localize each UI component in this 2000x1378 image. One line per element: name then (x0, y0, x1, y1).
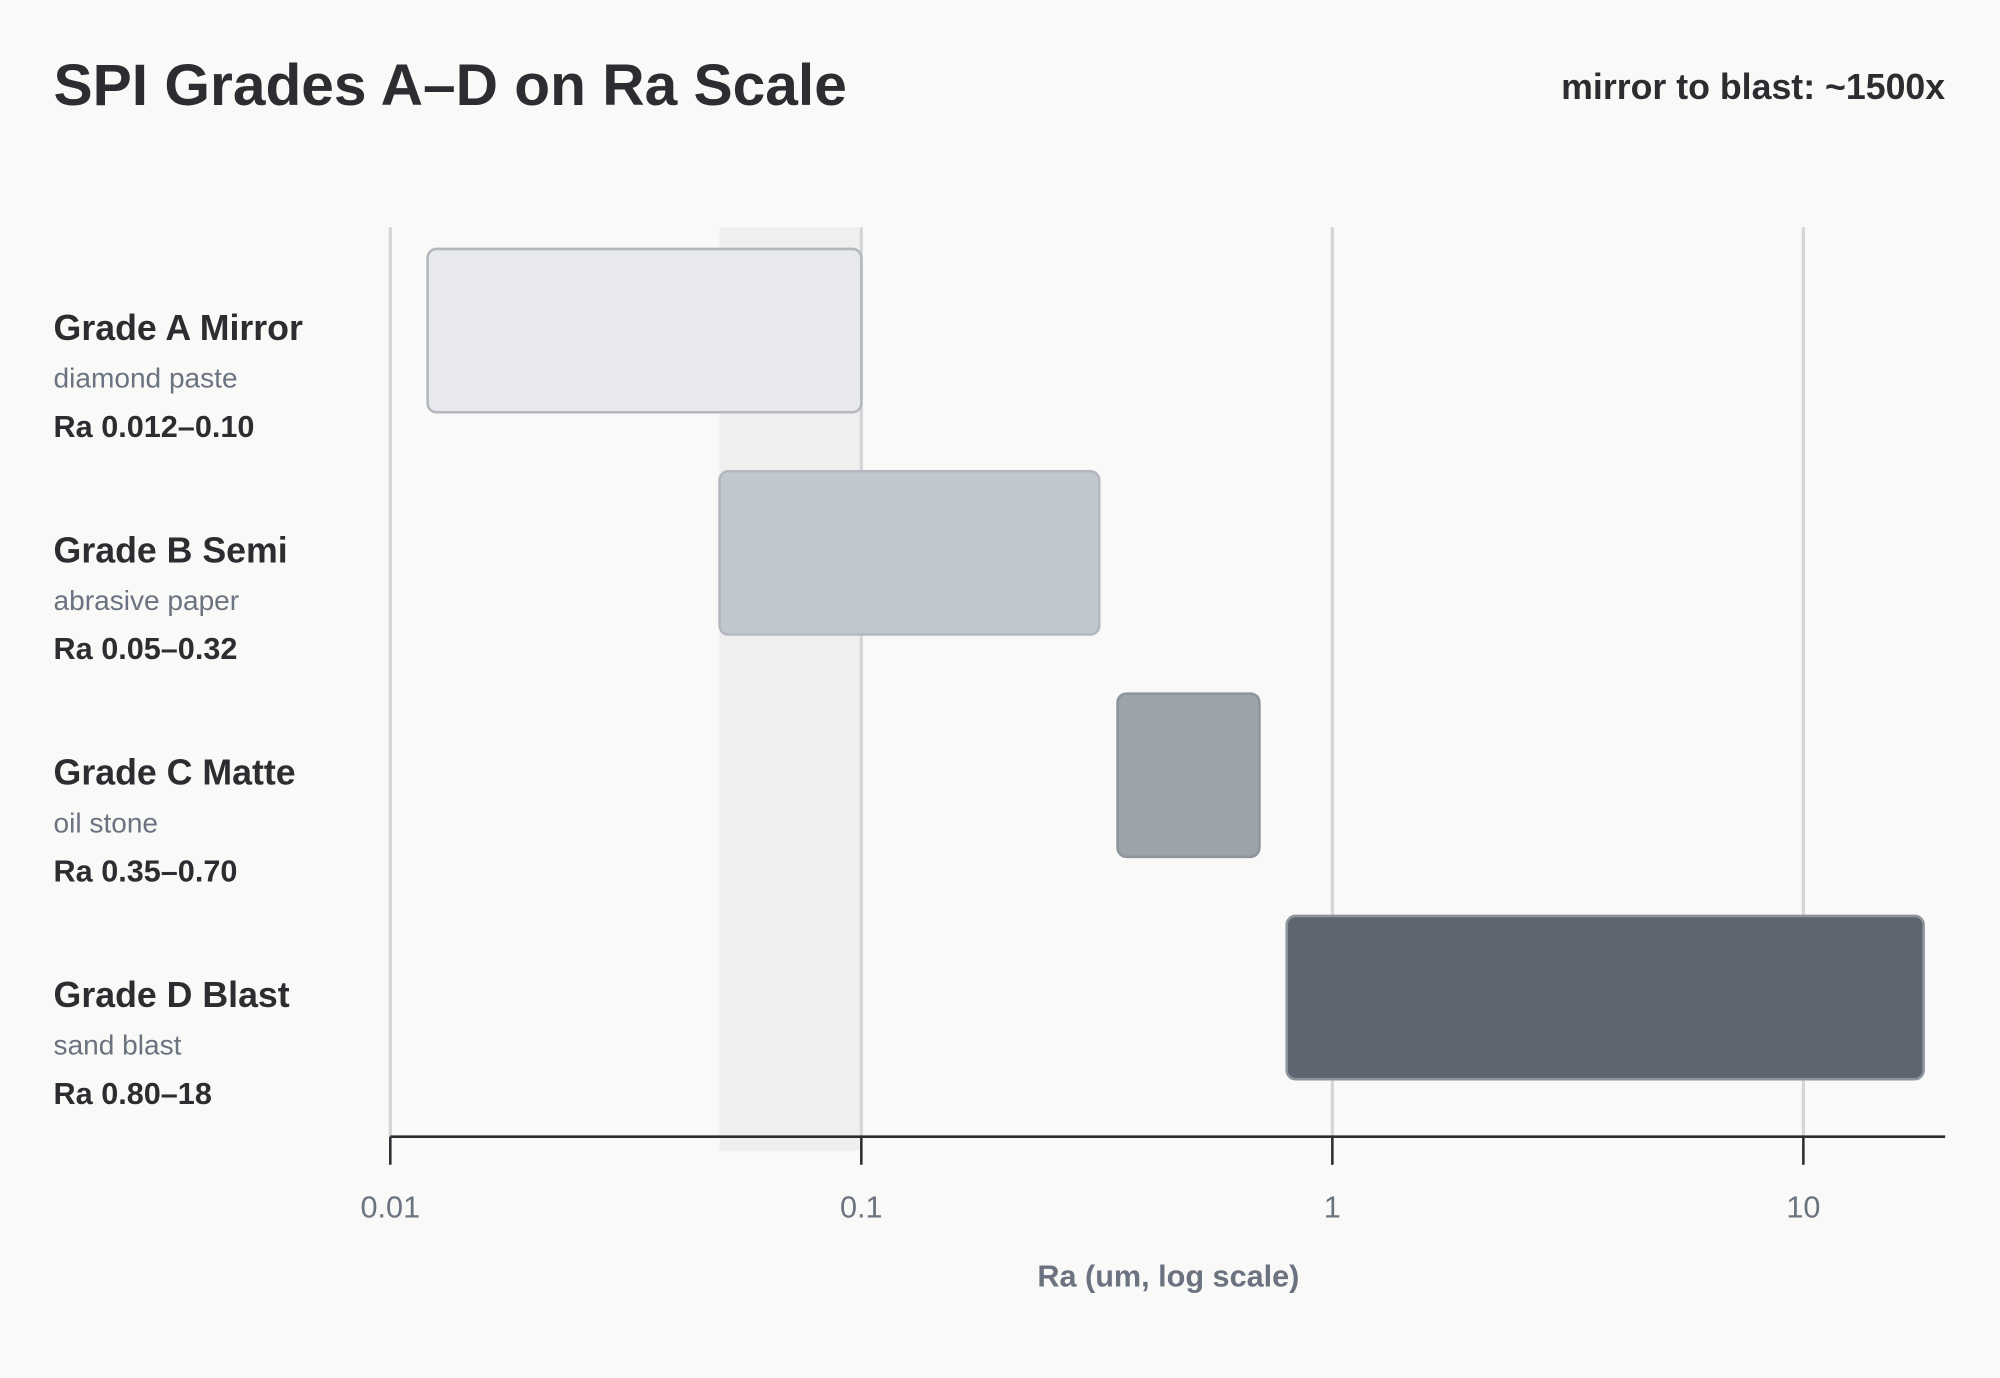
category-subtitle: oil stone (54, 807, 158, 838)
x-axis-label: Ra (um, log scale) (1037, 1259, 1299, 1293)
category-label: Grade A Mirror (54, 308, 303, 348)
value-label: Ra 0.012–0.10 (54, 410, 255, 444)
range-bar (718, 469, 1101, 636)
category-label: Grade C Matte (54, 753, 296, 793)
x-tick-label: 1 (1324, 1191, 1341, 1225)
category-subtitle: diamond paste (54, 363, 238, 394)
category-label: Grade B Semi (54, 530, 288, 570)
range-bar (426, 247, 863, 414)
chart-title: SPI Grades A–D on Ra Scale (54, 53, 847, 118)
value-label: Ra 0.80–18 (54, 1077, 212, 1111)
category-label: Grade D Blast (54, 975, 290, 1015)
value-label: Ra 0.05–0.32 (54, 632, 238, 666)
annotation: mirror to blast: ~1500x (1561, 67, 1945, 107)
category-subtitle: sand blast (54, 1030, 182, 1061)
x-tick-label: 0.01 (361, 1191, 421, 1225)
x-tick-label: 0.1 (840, 1191, 883, 1225)
category-subtitle: abrasive paper (54, 585, 240, 616)
range-bar (1116, 692, 1261, 859)
value-label: Ra 0.35–0.70 (54, 855, 238, 889)
x-tick-label: 10 (1786, 1191, 1820, 1225)
range-bar (1285, 914, 1925, 1081)
